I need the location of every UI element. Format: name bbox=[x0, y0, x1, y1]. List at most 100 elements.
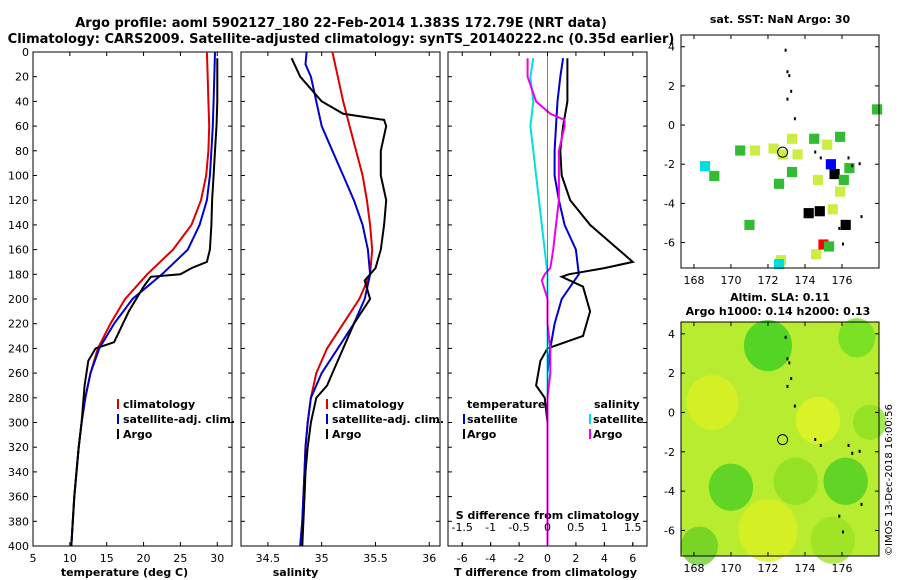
legend-label: salinity bbox=[594, 398, 640, 411]
island bbox=[838, 226, 841, 230]
sla-patch bbox=[773, 457, 818, 505]
x-tick-label: 170 bbox=[720, 274, 741, 287]
y-tick-label: -2 bbox=[664, 158, 675, 171]
profile-location-marker bbox=[777, 434, 789, 446]
sst-cell bbox=[840, 219, 851, 231]
panel-1: 34.5 35 35.5 36 salinity climatology satellite… bbox=[240, 51, 444, 579]
sst-cell bbox=[786, 166, 798, 178]
y-tick-label: 240 bbox=[8, 342, 29, 355]
sst-cell bbox=[825, 159, 836, 170]
sst-cell bbox=[709, 170, 720, 182]
y-tick-label: 260 bbox=[8, 367, 29, 380]
x-tick-label: 34.5 bbox=[256, 552, 281, 565]
y-tick-label: -2 bbox=[664, 446, 675, 459]
y-tick-label: 60 bbox=[15, 120, 29, 133]
sst-cell bbox=[810, 249, 822, 260]
sst-cell bbox=[786, 133, 798, 144]
sla-patch bbox=[743, 320, 793, 372]
legend-label: climatology bbox=[332, 398, 404, 411]
sst-cell bbox=[777, 149, 788, 160]
series-argo bbox=[70, 58, 219, 547]
x-tick-label: -4 bbox=[485, 552, 496, 565]
sla-patch bbox=[810, 516, 855, 564]
island bbox=[858, 449, 861, 453]
map-panel-3: 168 170 172 174 176 -6 -4 -2 0 2 4 sat. SST: NaN Ar… bbox=[664, 13, 883, 287]
sla-patch bbox=[853, 404, 887, 440]
island bbox=[858, 162, 861, 166]
x-tick-label: 168 bbox=[683, 562, 704, 575]
y-tick-label: 200 bbox=[8, 293, 29, 306]
y-tick-label: 300 bbox=[8, 417, 29, 430]
sst-cell bbox=[818, 239, 829, 250]
legend-label: satellite-adj. clim. bbox=[332, 413, 444, 426]
x-tick-label: 176 bbox=[831, 562, 852, 575]
island bbox=[860, 215, 863, 219]
y-tick-label: -4 bbox=[664, 485, 675, 498]
sst-cell bbox=[827, 204, 838, 215]
island bbox=[793, 117, 796, 121]
island bbox=[790, 377, 793, 381]
map-frame bbox=[680, 34, 880, 269]
island bbox=[851, 164, 854, 168]
x-axis-label: temperature (deg C) bbox=[61, 566, 188, 579]
y-tick-label: 320 bbox=[8, 441, 29, 454]
x-tick-label: 176 bbox=[831, 274, 852, 287]
sla-patch bbox=[795, 396, 841, 444]
legend-label: Argo bbox=[467, 428, 497, 441]
title-line-1: Argo profile: aoml 5902127_180 22-Feb-20… bbox=[75, 16, 607, 31]
y-tick-label: 140 bbox=[8, 219, 29, 232]
island bbox=[819, 156, 822, 160]
x-tick-label: 168 bbox=[683, 274, 704, 287]
sst-cell bbox=[823, 241, 835, 252]
x-tick-label: 10 bbox=[63, 552, 77, 565]
x-tick-label: 6 bbox=[629, 552, 636, 565]
panel-2: -6 -4 -2 0 2 4 6T difference from climatology -… bbox=[447, 51, 648, 579]
island bbox=[786, 70, 789, 74]
sst-cell bbox=[773, 258, 785, 270]
y-tick-label: 340 bbox=[8, 466, 29, 479]
x-tick-label: -6 bbox=[457, 552, 468, 565]
legend-label: Argo bbox=[123, 428, 153, 441]
sst-cell bbox=[872, 104, 883, 115]
sst-cell bbox=[838, 174, 849, 185]
island bbox=[790, 89, 793, 93]
y-tick-label: 4 bbox=[668, 328, 675, 341]
x-tick-label: 2 bbox=[572, 552, 579, 565]
island bbox=[819, 443, 822, 447]
y-tick-label: 100 bbox=[8, 170, 29, 183]
x-tick-label: 5 bbox=[30, 552, 37, 565]
series-argo bbox=[290, 57, 388, 547]
sst-cell bbox=[749, 145, 761, 156]
x-tick-label: 0 bbox=[544, 552, 551, 565]
island bbox=[793, 404, 796, 408]
island bbox=[784, 335, 787, 339]
x-tick-label: 15 bbox=[100, 552, 114, 565]
sla-patch bbox=[708, 463, 754, 511]
x-axis-label: T difference from climatology bbox=[454, 566, 637, 579]
sla-patch bbox=[738, 498, 798, 562]
y-tick-label: 0 bbox=[22, 46, 29, 59]
x-tick-top-label: -1 bbox=[485, 521, 496, 534]
x-tick-top-label: 1.5 bbox=[624, 521, 642, 534]
island bbox=[786, 384, 789, 388]
y-tick-label: -4 bbox=[664, 197, 675, 210]
x-tick-label: 170 bbox=[720, 562, 741, 575]
plot-frame bbox=[240, 51, 441, 547]
sst-cell bbox=[822, 139, 833, 150]
sst-cell bbox=[768, 143, 779, 154]
x-tick-label: 172 bbox=[757, 562, 778, 575]
x-tick-label: 172 bbox=[757, 274, 778, 287]
x-tick-label: 35.5 bbox=[363, 552, 388, 565]
x-tick-label: 4 bbox=[601, 552, 608, 565]
island bbox=[847, 156, 850, 160]
island bbox=[788, 74, 791, 78]
x-tick-label: 25 bbox=[173, 552, 187, 565]
island bbox=[841, 242, 844, 246]
sst-cell bbox=[699, 161, 711, 172]
y-tick-label: -6 bbox=[664, 237, 675, 250]
series-t-satellite bbox=[546, 58, 580, 546]
y-tick-label: 40 bbox=[15, 95, 29, 108]
island bbox=[860, 502, 863, 506]
island bbox=[841, 530, 844, 534]
sst-cell bbox=[803, 208, 814, 219]
